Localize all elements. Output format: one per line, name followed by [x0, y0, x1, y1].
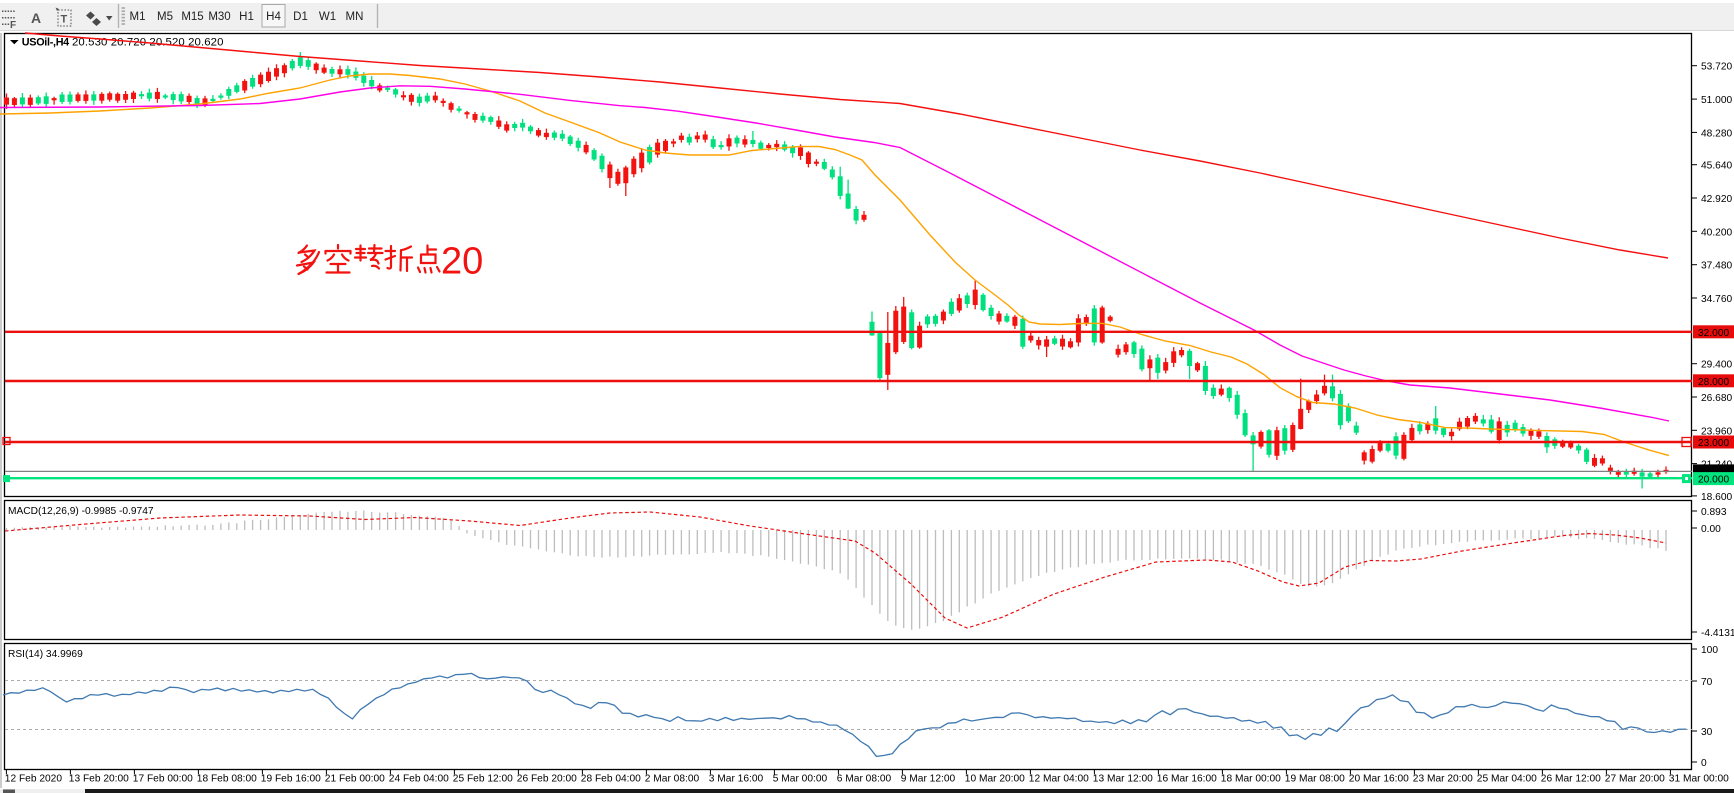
- svg-text:F: F: [10, 20, 16, 31]
- svg-text:20 Mar 16:00: 20 Mar 16:00: [1349, 774, 1409, 785]
- svg-text:26.680: 26.680: [1701, 393, 1732, 404]
- svg-text:-4.4131: -4.4131: [1701, 628, 1734, 639]
- svg-text:MACD(12,26,9) -0.9985 -0.9747: MACD(12,26,9) -0.9985 -0.9747: [8, 506, 154, 517]
- svg-text:19 Feb 16:00: 19 Feb 16:00: [261, 774, 321, 785]
- svg-text:2 Mar 08:00: 2 Mar 08:00: [645, 774, 700, 785]
- svg-text:51.000: 51.000: [1701, 95, 1732, 106]
- svg-text:25 Mar 04:00: 25 Mar 04:00: [1477, 774, 1537, 785]
- svg-text:42.920: 42.920: [1701, 194, 1732, 205]
- svg-text:18.600: 18.600: [1701, 492, 1732, 503]
- svg-text:13 Feb 20:00: 13 Feb 20:00: [69, 774, 129, 785]
- svg-text:23.000: 23.000: [1698, 438, 1729, 449]
- svg-text:0: 0: [1701, 758, 1707, 769]
- svg-text:21 Feb 00:00: 21 Feb 00:00: [325, 774, 385, 785]
- svg-text:USOil-,H4: USOil-,H4: [22, 37, 69, 49]
- svg-text:0.893: 0.893: [1701, 507, 1727, 518]
- svg-text:5 Mar 00:00: 5 Mar 00:00: [773, 774, 828, 785]
- svg-text:M5: M5: [157, 11, 173, 23]
- svg-text:13 Mar 12:00: 13 Mar 12:00: [1093, 774, 1153, 785]
- svg-text:100: 100: [1701, 645, 1718, 656]
- svg-text:T: T: [61, 14, 68, 26]
- svg-text:70: 70: [1701, 677, 1713, 688]
- svg-text:31 Mar 00:00: 31 Mar 00:00: [1669, 774, 1729, 785]
- svg-text:40.200: 40.200: [1701, 227, 1732, 238]
- svg-text:12 Feb 2020: 12 Feb 2020: [5, 774, 63, 785]
- svg-text:M30: M30: [208, 11, 230, 23]
- svg-text:45.640: 45.640: [1701, 161, 1732, 172]
- svg-text:RSI(14) 34.9969: RSI(14) 34.9969: [8, 649, 83, 660]
- svg-text:9 Mar 12:00: 9 Mar 12:00: [901, 774, 956, 785]
- svg-text:10 Mar 20:00: 10 Mar 20:00: [965, 774, 1025, 785]
- svg-text:30: 30: [1701, 727, 1713, 738]
- svg-text:0.00: 0.00: [1701, 524, 1721, 535]
- svg-text:16 Mar 16:00: 16 Mar 16:00: [1157, 774, 1217, 785]
- svg-text:32.000: 32.000: [1698, 328, 1729, 339]
- svg-text:17 Feb 00:00: 17 Feb 00:00: [133, 774, 193, 785]
- svg-text:6 Mar 08:00: 6 Mar 08:00: [837, 774, 892, 785]
- svg-text:29.400: 29.400: [1701, 360, 1732, 371]
- svg-text:37.480: 37.480: [1701, 261, 1732, 272]
- svg-text:20: 20: [441, 241, 483, 283]
- svg-text:W1: W1: [319, 11, 336, 23]
- svg-text:28 Feb 04:00: 28 Feb 04:00: [581, 774, 641, 785]
- svg-text:28.000: 28.000: [1698, 377, 1729, 388]
- svg-text:M15: M15: [181, 11, 203, 23]
- svg-text:H4: H4: [266, 11, 281, 23]
- svg-text:M1: M1: [130, 11, 146, 23]
- svg-text:48.280: 48.280: [1701, 128, 1732, 139]
- svg-text:12 Mar 04:00: 12 Mar 04:00: [1029, 774, 1089, 785]
- svg-text:D1: D1: [293, 11, 308, 23]
- svg-text:3 Mar 16:00: 3 Mar 16:00: [709, 774, 764, 785]
- svg-text:34.760: 34.760: [1701, 294, 1732, 305]
- svg-text:23 Mar 20:00: 23 Mar 20:00: [1413, 774, 1473, 785]
- svg-text:MN: MN: [346, 11, 364, 23]
- svg-text:H1: H1: [239, 11, 254, 23]
- svg-text:A: A: [31, 10, 41, 26]
- svg-text:19 Mar 08:00: 19 Mar 08:00: [1285, 774, 1345, 785]
- svg-text:26 Feb 20:00: 26 Feb 20:00: [517, 774, 577, 785]
- svg-text:18 Feb 08:00: 18 Feb 08:00: [197, 774, 257, 785]
- svg-text:18 Mar 00:00: 18 Mar 00:00: [1221, 774, 1281, 785]
- svg-text:25 Feb 12:00: 25 Feb 12:00: [453, 774, 513, 785]
- svg-text:27 Mar 20:00: 27 Mar 20:00: [1605, 774, 1665, 785]
- svg-text:23.960: 23.960: [1701, 426, 1732, 437]
- svg-text:53.720: 53.720: [1701, 62, 1732, 73]
- svg-text:20.000: 20.000: [1698, 475, 1729, 486]
- svg-text:26 Mar 12:00: 26 Mar 12:00: [1541, 774, 1601, 785]
- svg-text:24 Feb 04:00: 24 Feb 04:00: [389, 774, 449, 785]
